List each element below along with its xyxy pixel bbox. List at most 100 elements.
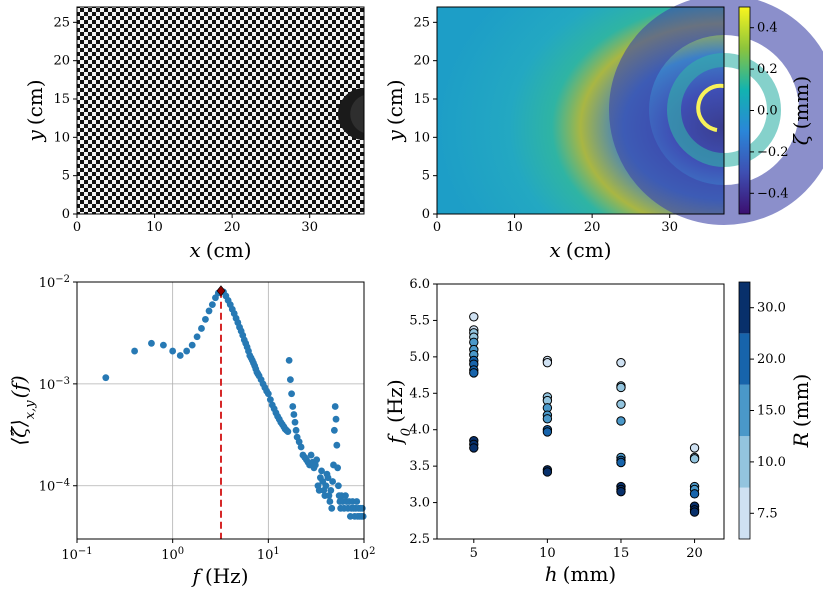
data-point	[359, 513, 367, 520]
y-axis-label: ⟨ζ̂⟩x,y (f)	[7, 375, 38, 445]
y-tick-label: 25	[413, 15, 430, 30]
peak-marker	[216, 285, 226, 297]
x-tick-label: 10	[506, 220, 523, 235]
y-axis-label-symbol: y	[23, 130, 47, 143]
y-tick-label: 4.5	[409, 386, 430, 401]
data-point	[289, 403, 297, 410]
data-point	[689, 507, 700, 517]
data-point	[311, 461, 319, 469]
x-axis-label: x (cm)	[189, 238, 251, 262]
data-point	[148, 339, 155, 347]
y-tick-label: 10	[413, 130, 430, 145]
axes-frame	[76, 6, 365, 215]
colorbar-tick-label: 30.0	[757, 301, 786, 316]
x-tick-label: 102	[353, 546, 376, 564]
data-point	[353, 498, 361, 505]
y-tick-label: 5.5	[409, 313, 430, 328]
y-tick-label: 4.0	[409, 423, 430, 438]
x-tick-label: 5	[470, 546, 478, 561]
y-axis-label-symbol: ⟨ζ̂⟩	[7, 419, 31, 445]
x-axis-label: h (mm)	[545, 562, 616, 586]
data-point	[326, 498, 334, 505]
data-point	[469, 312, 479, 322]
y-tick-label: 0	[422, 207, 430, 222]
x-tick-label-base: 10	[161, 548, 178, 563]
data-point	[297, 443, 305, 451]
data-point	[325, 492, 333, 500]
data-point	[333, 441, 341, 449]
x-tick-label: 20	[584, 220, 601, 235]
object-edge	[696, 83, 725, 132]
colorbar-tick-label: −0.2	[757, 145, 789, 160]
x-tick-label: 20	[686, 546, 703, 561]
colorbar-tick-label: 0.0	[757, 104, 778, 119]
colorbar-label: R (mm)	[789, 374, 813, 449]
y-tick-label: 0	[62, 207, 70, 222]
data-point	[616, 486, 626, 497]
data-point	[689, 443, 700, 453]
data-point	[334, 482, 342, 490]
x-tick-label: 0	[433, 220, 441, 235]
submerged-object-inner	[350, 95, 364, 133]
colorbar-label-symbol: ζ	[789, 133, 813, 145]
data-point	[332, 415, 340, 423]
data-point	[542, 427, 553, 437]
data-point	[205, 307, 213, 315]
data-point	[285, 356, 293, 364]
colorbar-segment	[739, 487, 750, 539]
x-axis-label-unit: (cm)	[566, 238, 612, 262]
colorbar-tick-label: 0.2	[757, 62, 778, 77]
y-tick-label: 2.5	[409, 532, 430, 547]
data-point	[318, 467, 325, 475]
y-axis-label-unit: (Hz)	[383, 379, 407, 423]
colorbar-label-unit: (mm)	[789, 374, 813, 428]
frequency-panel: 5 10 15 202.53.03.54.04.55.05.56.0h (mm)f0(H…	[383, 277, 813, 586]
y-axis-label-symbol: y	[383, 130, 407, 143]
data-point	[131, 347, 138, 355]
data-point	[616, 382, 626, 393]
colorbar-tick-label: 10.0	[757, 455, 786, 470]
data-point	[295, 438, 303, 446]
data-point	[542, 414, 553, 424]
colorbar-label: ζ (mm)	[789, 76, 813, 145]
y-axis-label-subscript: x,y	[23, 400, 38, 419]
y-tick-label: 15	[53, 92, 70, 107]
x-tick-label: 10	[539, 546, 556, 561]
y-tick-label-base: 10	[39, 378, 56, 393]
data-point	[616, 357, 626, 368]
y-axis-label-subscript: 0	[399, 428, 414, 436]
data-point	[169, 347, 177, 355]
colorbar-segment	[739, 282, 750, 334]
colorbar	[738, 6, 751, 215]
y-tick-label: 5	[62, 169, 70, 184]
colorbar-tick-label: 15.0	[757, 404, 786, 419]
y-axis-label-unit: (cm)	[383, 79, 407, 125]
x-tick-label-exp: 1	[273, 546, 279, 557]
data-point	[469, 443, 479, 453]
data-point	[327, 486, 335, 494]
x-tick-label: 30	[301, 220, 318, 235]
colorbar-tick-label: 20.0	[757, 352, 786, 367]
data-point	[284, 428, 292, 435]
data-point	[542, 467, 553, 477]
x-tick-label-exp: 0	[178, 546, 184, 557]
data-point	[202, 315, 209, 323]
x-axis-label-unit: (cm)	[206, 238, 252, 262]
x-tick-label: 101	[257, 546, 280, 564]
axes-frame	[76, 281, 365, 540]
x-tick-label: 100	[161, 546, 184, 564]
data-point	[328, 504, 336, 512]
x-tick-label: 10	[146, 220, 163, 235]
x-tick-label-base: 10	[61, 548, 78, 563]
data-point	[469, 368, 479, 378]
y-tick-label-exp: −3	[55, 375, 70, 386]
x-axis-label-symbol: x	[549, 238, 560, 262]
data-point	[188, 341, 196, 349]
y-tick-label-base: 10	[39, 480, 56, 495]
data-point	[358, 504, 366, 512]
y-tick-label: 10−4	[39, 477, 70, 495]
colorbar-label-symbol: R	[789, 432, 813, 448]
